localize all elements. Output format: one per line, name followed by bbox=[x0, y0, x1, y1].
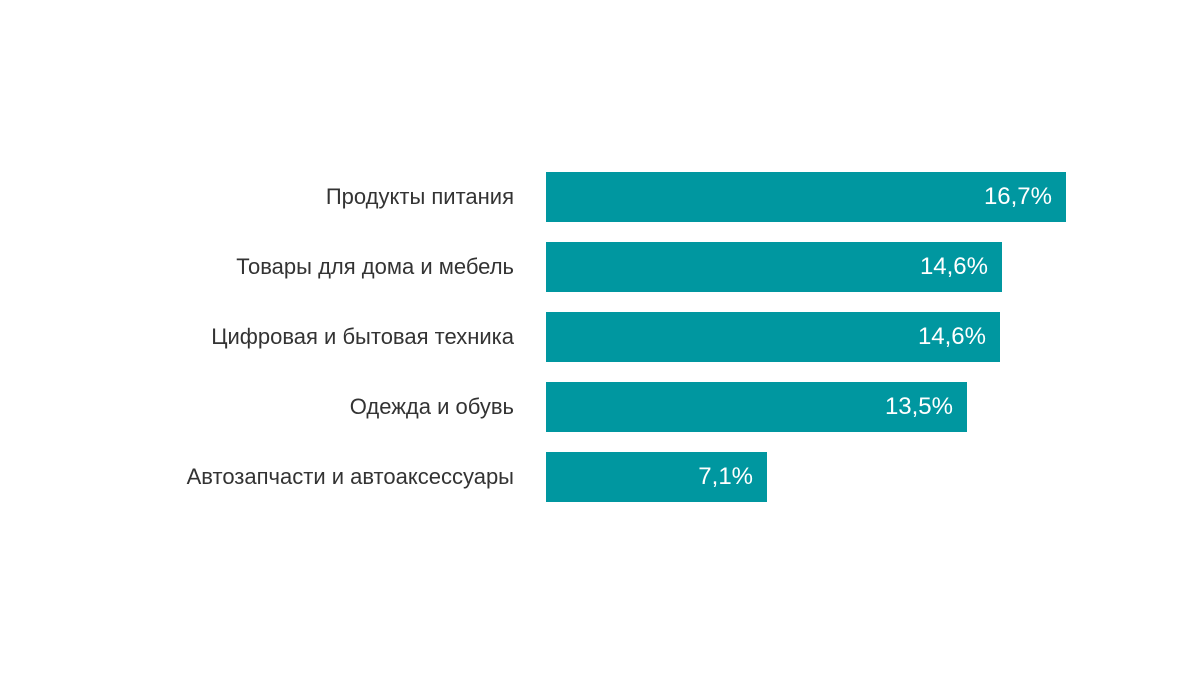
category-label: Автозапчасти и автоаксессуары bbox=[186, 464, 514, 489]
chart-row: Цифровая и бытовая техника 14,6% bbox=[0, 312, 1200, 362]
chart-row: Продукты питания 16,7% bbox=[0, 172, 1200, 222]
category-label: Одежда и обувь bbox=[349, 394, 514, 419]
category-label: Цифровая и бытовая техника bbox=[211, 324, 514, 349]
value-label: 14,6% bbox=[919, 253, 988, 280]
bar: 13,5% bbox=[546, 382, 967, 432]
value-label: 14,6% bbox=[917, 323, 986, 350]
category-label: Продукты питания bbox=[325, 184, 514, 209]
bar: 14,6% bbox=[546, 312, 1000, 362]
value-label: 13,5% bbox=[884, 393, 953, 420]
chart-row: Товары для дома и мебель 14,6% bbox=[0, 242, 1200, 292]
bar: 16,7% bbox=[546, 172, 1066, 222]
value-label: 7,1% bbox=[698, 463, 753, 490]
value-label: 16,7% bbox=[983, 183, 1052, 210]
chart-row: Одежда и обувь 13,5% bbox=[0, 382, 1200, 432]
bar: 7,1% bbox=[546, 452, 767, 502]
category-label: Товары для дома и мебель bbox=[236, 254, 514, 279]
chart-row: Автозапчасти и автоаксессуары 7,1% bbox=[0, 452, 1200, 502]
bar: 14,6% bbox=[546, 242, 1002, 292]
